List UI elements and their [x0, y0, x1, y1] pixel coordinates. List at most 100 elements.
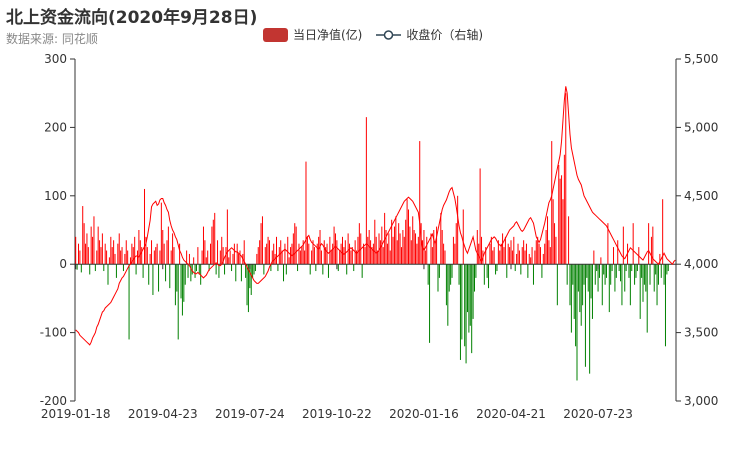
net-flow-bar: [562, 199, 564, 265]
net-flow-bar: [531, 247, 533, 265]
net-flow-bar: [620, 264, 622, 282]
net-flow-bar: [121, 247, 123, 265]
net-flow-bar: [221, 236, 223, 265]
net-flow-bar: [410, 240, 412, 265]
net-flow-bar: [353, 264, 355, 272]
net-flow-bar: [593, 250, 595, 265]
net-flow-bar: [614, 264, 616, 292]
net-flow-bar: [382, 247, 384, 265]
net-flow-bar: [205, 257, 207, 265]
net-flow-bar: [245, 264, 247, 278]
net-flow-bar: [431, 247, 433, 265]
net-flow-bar: [413, 230, 415, 265]
right-axis-tick-label: 5,500: [684, 52, 718, 66]
net-flow-bar: [311, 250, 313, 265]
net-flow-bar: [465, 264, 467, 364]
net-flow-bar: [399, 233, 401, 265]
net-flow-bar: [389, 250, 391, 265]
net-flow-bar: [356, 250, 358, 265]
right-axis-tick-label: 3,000: [684, 394, 718, 408]
net-flow-bar: [108, 257, 110, 265]
net-flow-bar: [188, 253, 190, 265]
net-flow-bar: [252, 264, 254, 278]
left-axis-tick-label: 100: [44, 189, 67, 203]
net-flow-bar: [153, 250, 155, 265]
net-flow-bar: [461, 264, 463, 340]
net-flow-bar: [416, 243, 418, 265]
net-flow-bar: [653, 264, 655, 292]
net-flow-bar: [455, 223, 457, 265]
net-flow-bar: [559, 178, 561, 265]
net-flow-bar: [590, 264, 592, 299]
net-flow-bar: [438, 264, 440, 278]
net-flow-bar: [276, 236, 277, 265]
net-flow-bar: [652, 226, 654, 265]
net-flow-bar: [497, 240, 499, 265]
net-flow-bar: [594, 264, 596, 285]
net-flow-bar: [235, 264, 237, 282]
net-flow-bar: [194, 264, 196, 278]
net-flow-bar: [191, 264, 193, 275]
net-flow-bar: [136, 250, 138, 265]
net-flow-bar: [583, 264, 585, 285]
legend-item-net-flow[interactable]: 当日净值(亿): [263, 26, 362, 43]
net-flow-bar: [575, 264, 577, 347]
x-axis-tick-label: 2019-07-24: [215, 407, 285, 421]
x-axis-tick-label: 2019-01-18: [41, 407, 111, 421]
net-flow-bar: [261, 216, 263, 265]
net-flow-bar: [294, 223, 296, 265]
net-flow-bar: [547, 216, 549, 265]
net-flow-bar: [207, 250, 209, 265]
net-flow-bar: [337, 264, 339, 272]
net-flow-bar: [358, 223, 360, 265]
net-flow-bar: [424, 250, 426, 265]
net-flow-bar: [447, 264, 449, 326]
net-flow-bar: [313, 247, 315, 265]
net-flow-bar: [268, 240, 270, 265]
net-flow-bar: [295, 226, 297, 265]
net-flow-bar: [131, 243, 133, 265]
net-flow-bar: [492, 250, 494, 265]
net-flow-bar: [107, 264, 109, 285]
net-flow-bar: [635, 264, 637, 278]
net-flow-bar: [475, 264, 477, 278]
net-flow-bar: [305, 161, 307, 265]
net-flow-bar: [283, 264, 285, 282]
net-flow-bar: [247, 264, 249, 313]
net-flow-bar: [527, 264, 529, 278]
net-flow-bar: [236, 243, 238, 265]
net-flow-bar: [361, 264, 363, 278]
legend-item-close-price[interactable]: 收盘价（右轴): [376, 26, 483, 43]
net-flow-bar: [176, 264, 178, 292]
net-flow-bar: [149, 253, 151, 265]
net-flow-bar: [222, 247, 224, 265]
net-flow-bar: [444, 250, 446, 265]
net-flow-bar: [117, 243, 119, 265]
net-flow-bar: [521, 247, 523, 265]
net-flow-bar: [548, 240, 550, 265]
net-flow-bar: [90, 226, 92, 265]
net-flow-bar: [561, 175, 563, 265]
net-flow-bar: [166, 240, 168, 265]
net-flow-bar: [392, 236, 394, 265]
net-flow-bar: [371, 247, 373, 265]
net-flow-bar: [158, 264, 160, 292]
net-flow-bar: [332, 243, 334, 265]
net-flow-bar: [466, 264, 468, 313]
net-flow-bar: [563, 154, 565, 265]
net-flow-bar: [440, 212, 442, 265]
net-flow-bar: [646, 264, 648, 333]
net-flow-bar: [524, 250, 526, 265]
net-flow-bar: [422, 240, 424, 265]
net-flow-bar: [163, 243, 165, 265]
net-flow-bar: [155, 247, 157, 265]
net-flow-bar: [145, 236, 147, 265]
net-flow-bar: [339, 250, 341, 265]
net-flow-bar: [650, 236, 652, 265]
net-flow-bar: [408, 209, 409, 265]
net-flow-bar: [509, 247, 511, 265]
net-flow-bar: [297, 264, 299, 272]
net-flow-bar: [634, 264, 636, 285]
net-flow-bar: [103, 264, 105, 272]
net-flow-bar: [82, 206, 84, 265]
